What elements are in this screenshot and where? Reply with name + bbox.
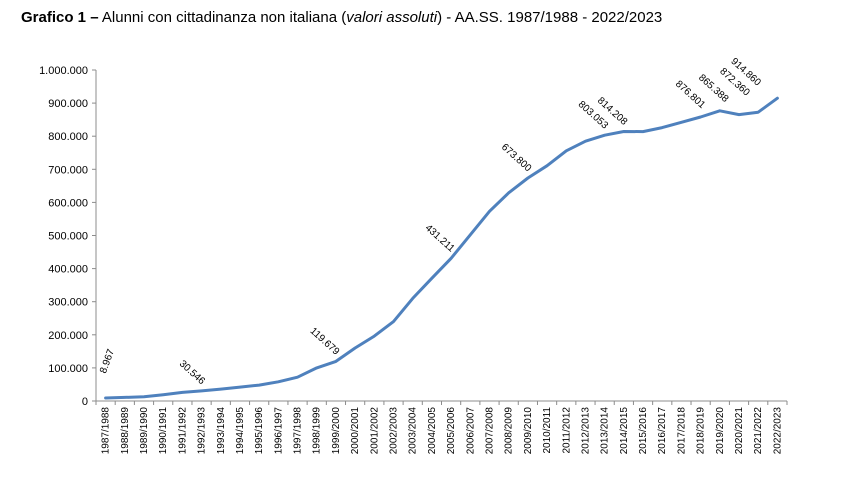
x-tick-label: 2021/2022 — [753, 407, 764, 455]
x-tick-label: 2002/2003 — [389, 407, 400, 455]
data-label: 30.546 — [177, 358, 207, 387]
x-tick-label: 2004/2005 — [427, 407, 438, 455]
x-tick-label: 1988/1989 — [120, 407, 131, 455]
chart-title-suffix: ) - AA.SS. 1987/1988 - 2022/2023 — [437, 9, 663, 26]
x-tick-label: 1998/1999 — [312, 407, 323, 455]
x-tick-label: 2015/2016 — [638, 407, 649, 455]
chart-title-label: Grafico 1 – — [21, 9, 99, 26]
x-tick-label: 2022/2023 — [772, 407, 783, 455]
x-tick-label: 2018/2019 — [696, 407, 707, 455]
data-label: 431.211 — [423, 223, 457, 255]
chart-title-italic: valori assoluti — [346, 9, 438, 26]
data-label: 119.679 — [308, 326, 342, 358]
x-tick-label: 2009/2010 — [523, 407, 534, 455]
y-tick-label: 200.000 — [48, 330, 88, 342]
x-tick-label: 1991/1992 — [177, 407, 188, 455]
x-tick-label: 1997/1998 — [293, 407, 304, 455]
y-axis-ticks: 0 100.000 200.000 300.000 400.000 500.000 600.… — [39, 65, 96, 408]
y-tick-label: 300.000 — [48, 297, 88, 309]
chart-title-text: Alunni con cittadinanza non italiana ( — [101, 9, 347, 26]
x-tick-label: 2010/2011 — [542, 407, 553, 454]
x-tick-label: 2007/2008 — [484, 407, 495, 455]
x-tick-label: 1995/1996 — [254, 407, 265, 455]
data-labels: 8.967 30.546119.679431.211673.800803.0538… — [98, 56, 763, 387]
x-tick-label: 2006/2007 — [465, 407, 476, 455]
x-tick-label: 1999/2000 — [331, 407, 342, 455]
x-tick-label: 2000/2001 — [350, 407, 361, 455]
x-tick-label: 2016/2017 — [657, 407, 668, 455]
x-tick-label: 2019/2020 — [715, 407, 726, 455]
y-tick-label: 700.000 — [48, 164, 88, 176]
x-tick-label: 1993/1994 — [216, 407, 227, 455]
x-tick-label: 1996/1997 — [273, 407, 284, 455]
x-tick-label: 2003/2004 — [408, 407, 419, 455]
series-line — [104, 96, 779, 400]
x-tick-label: 2014/2015 — [619, 407, 630, 455]
chart-title: Grafico 1 – Alunni con cittadinanza non … — [21, 9, 662, 26]
y-tick-label: 800.000 — [48, 131, 88, 143]
x-tick-label: 2001/2002 — [369, 407, 380, 455]
x-tick-label: 2012/2013 — [580, 407, 591, 455]
x-tick-label: 1990/1991 — [158, 407, 169, 455]
x-tick-label: 1989/1990 — [139, 407, 150, 455]
y-tick-label: 400.000 — [48, 264, 88, 276]
y-tick-label: 500.000 — [48, 231, 88, 243]
data-label: 8.967 — [98, 347, 117, 375]
x-tick-label: 1987/1988 — [101, 407, 112, 455]
x-tick-label: 2011/2012 — [561, 407, 572, 454]
y-tick-label: 600.000 — [48, 197, 88, 209]
y-tick-label: 1.000.000 — [39, 65, 88, 77]
x-tick-label: 2020/2021 — [734, 407, 745, 455]
x-tick-label: 2008/2009 — [504, 407, 515, 455]
x-tick-label: 1992/1993 — [197, 407, 208, 455]
y-tick-label: 0 — [82, 396, 88, 408]
x-tick-label: 2013/2014 — [600, 407, 611, 455]
y-tick-label: 100.000 — [48, 363, 88, 375]
data-label: 673.800 — [499, 142, 534, 175]
x-axis-ticks: 1987/1988 1988/1989 1989/1990 1990/1991 1991… — [95, 401, 788, 455]
x-tick-label: 2005/2006 — [446, 407, 457, 455]
x-tick-label: 2017/2018 — [676, 407, 687, 455]
x-tick-label: 1994/1995 — [235, 407, 246, 455]
y-tick-label: 900.000 — [48, 98, 88, 110]
